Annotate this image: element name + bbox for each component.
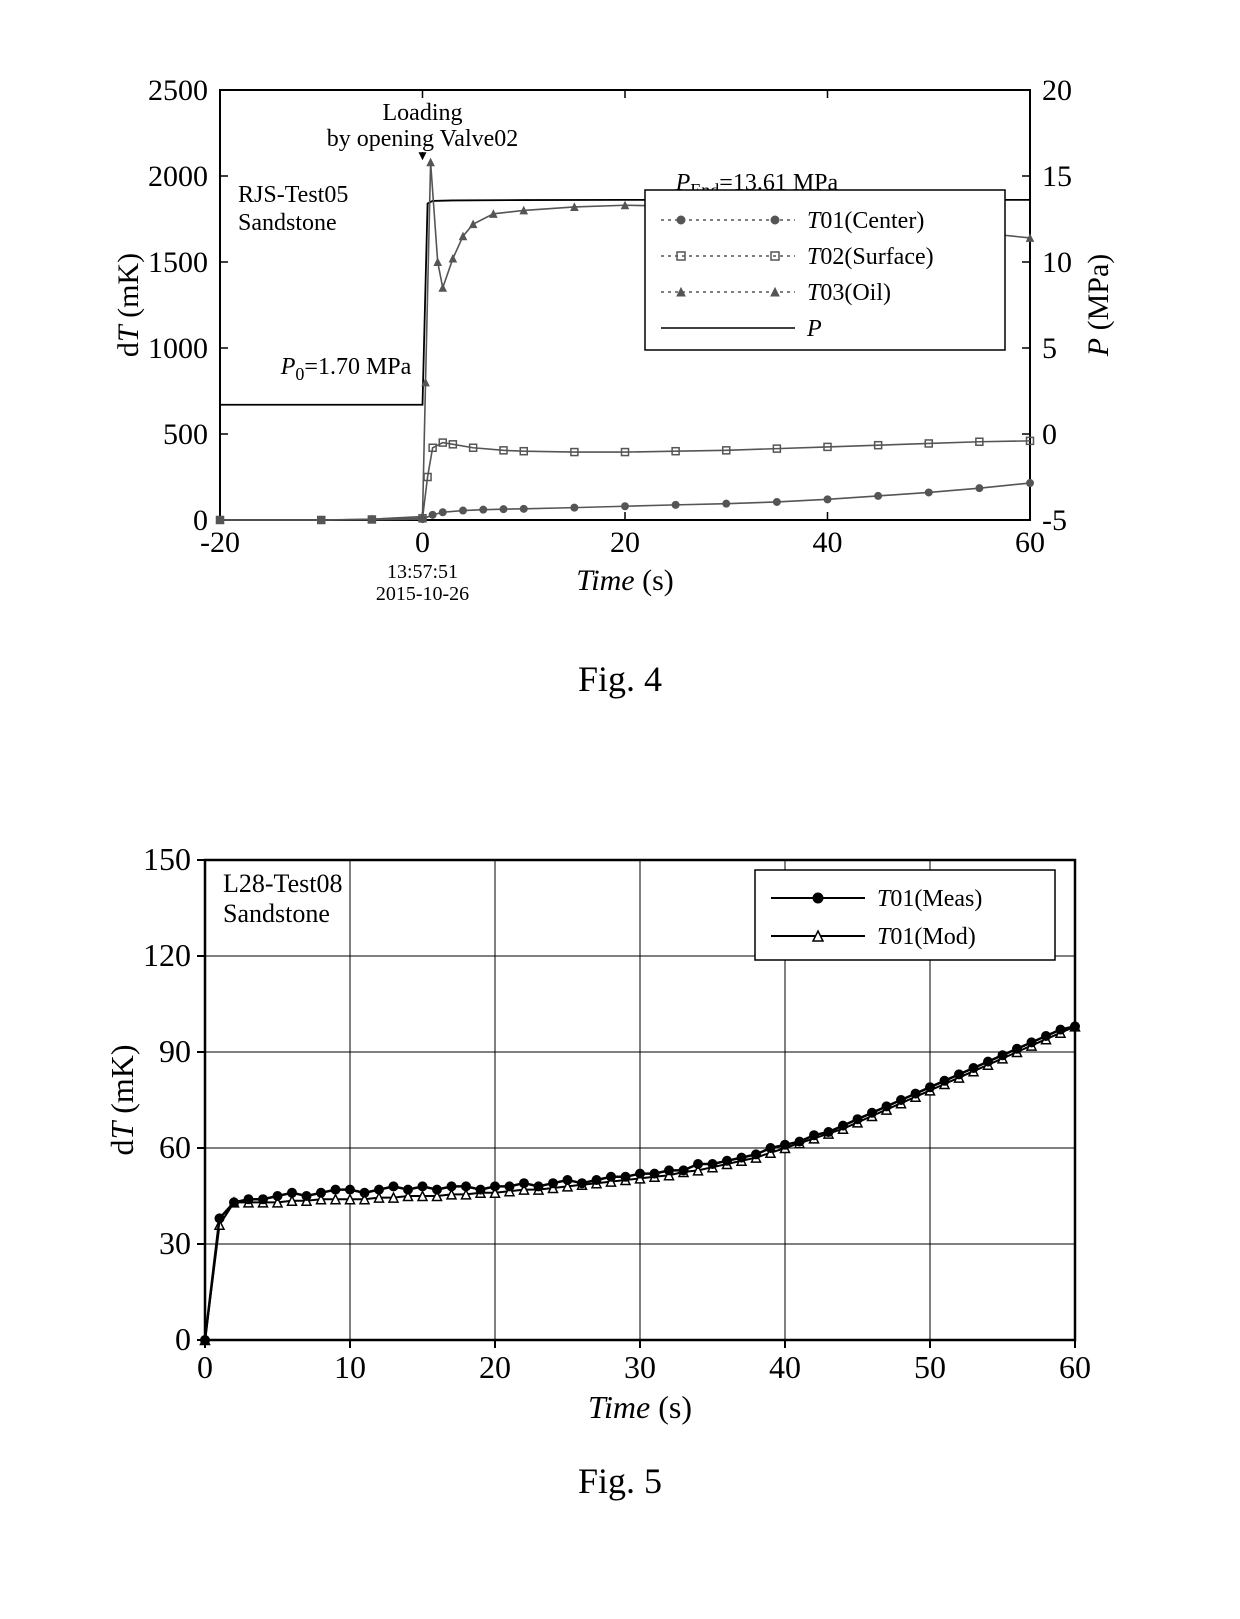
svg-text:30: 30 (159, 1225, 191, 1261)
svg-text:500: 500 (163, 418, 208, 451)
svg-text:1000: 1000 (148, 332, 208, 365)
figure5-chart: 0 10 20 30 40 50 60 0 30 60 90 120 150 dT (mK) Time (s… (95, 830, 1155, 1430)
svg-text:0: 0 (415, 526, 430, 559)
svg-text:dT (mK): dT (mK) (104, 1044, 140, 1155)
figure5-caption: Fig. 5 (0, 1460, 1240, 1502)
svg-text:Time (s): Time (s) (588, 1389, 692, 1425)
svg-text:60: 60 (1015, 526, 1045, 559)
svg-text:T03(Oil): T03(Oil) (807, 280, 891, 306)
svg-text:40: 40 (769, 1349, 801, 1385)
svg-text:2015-10-26: 2015-10-26 (376, 583, 469, 605)
svg-text:15: 15 (1042, 160, 1072, 193)
svg-text:90: 90 (159, 1033, 191, 1069)
svg-text:T01(Meas): T01(Meas) (877, 886, 982, 912)
figure4-container: -20020406005001000150020002500-505101520… (100, 60, 1150, 625)
svg-text:30: 30 (624, 1349, 656, 1385)
svg-text:Sandstone: Sandstone (238, 210, 337, 236)
svg-text:150: 150 (143, 841, 191, 877)
svg-text:120: 120 (143, 937, 191, 973)
svg-text:0: 0 (197, 1349, 213, 1385)
svg-text:20: 20 (1042, 74, 1072, 107)
svg-text:0: 0 (1042, 418, 1057, 451)
svg-text:20: 20 (479, 1349, 511, 1385)
svg-text:5: 5 (1042, 332, 1057, 365)
svg-text:0: 0 (193, 504, 208, 537)
svg-text:10: 10 (334, 1349, 366, 1385)
svg-text:60: 60 (159, 1129, 191, 1165)
svg-text:dT (mK): dT (mK) (112, 253, 145, 357)
svg-text:0: 0 (175, 1321, 191, 1357)
figure5-container: 0 10 20 30 40 50 60 0 30 60 90 120 150 dT (mK) Time (s… (95, 830, 1155, 1435)
svg-text:50: 50 (914, 1349, 946, 1385)
svg-text:20: 20 (610, 526, 640, 559)
svg-text:10: 10 (1042, 246, 1072, 279)
svg-text:P (MPa): P (MPa) (1082, 254, 1115, 357)
svg-text:40: 40 (813, 526, 843, 559)
page: -20020406005001000150020002500-505101520… (0, 0, 1240, 1619)
svg-text:2000: 2000 (148, 160, 208, 193)
svg-text:by opening Valve02: by opening Valve02 (327, 126, 519, 152)
svg-text:Sandstone: Sandstone (223, 899, 330, 928)
figure4-chart: -20020406005001000150020002500-505101520… (100, 60, 1150, 620)
svg-text:T02(Surface): T02(Surface) (807, 244, 934, 270)
svg-text:T01(Mod): T01(Mod) (877, 924, 976, 950)
svg-text:Loading: Loading (383, 100, 463, 126)
svg-text:RJS-Test05: RJS-Test05 (238, 182, 348, 208)
svg-text:60: 60 (1059, 1349, 1091, 1385)
svg-text:L28-Test08: L28-Test08 (223, 869, 343, 898)
svg-text:1500: 1500 (148, 246, 208, 279)
svg-text:Time (s): Time (s) (576, 564, 674, 597)
svg-text:13:57:51: 13:57:51 (387, 561, 458, 583)
svg-text:P: P (806, 316, 822, 342)
svg-text:P0=1.70 MPa: P0=1.70 MPa (280, 354, 412, 384)
svg-text:2500: 2500 (148, 74, 208, 107)
svg-text:T01(Center): T01(Center) (807, 208, 924, 234)
svg-text:-5: -5 (1042, 504, 1067, 537)
figure4-caption: Fig. 4 (0, 658, 1240, 700)
